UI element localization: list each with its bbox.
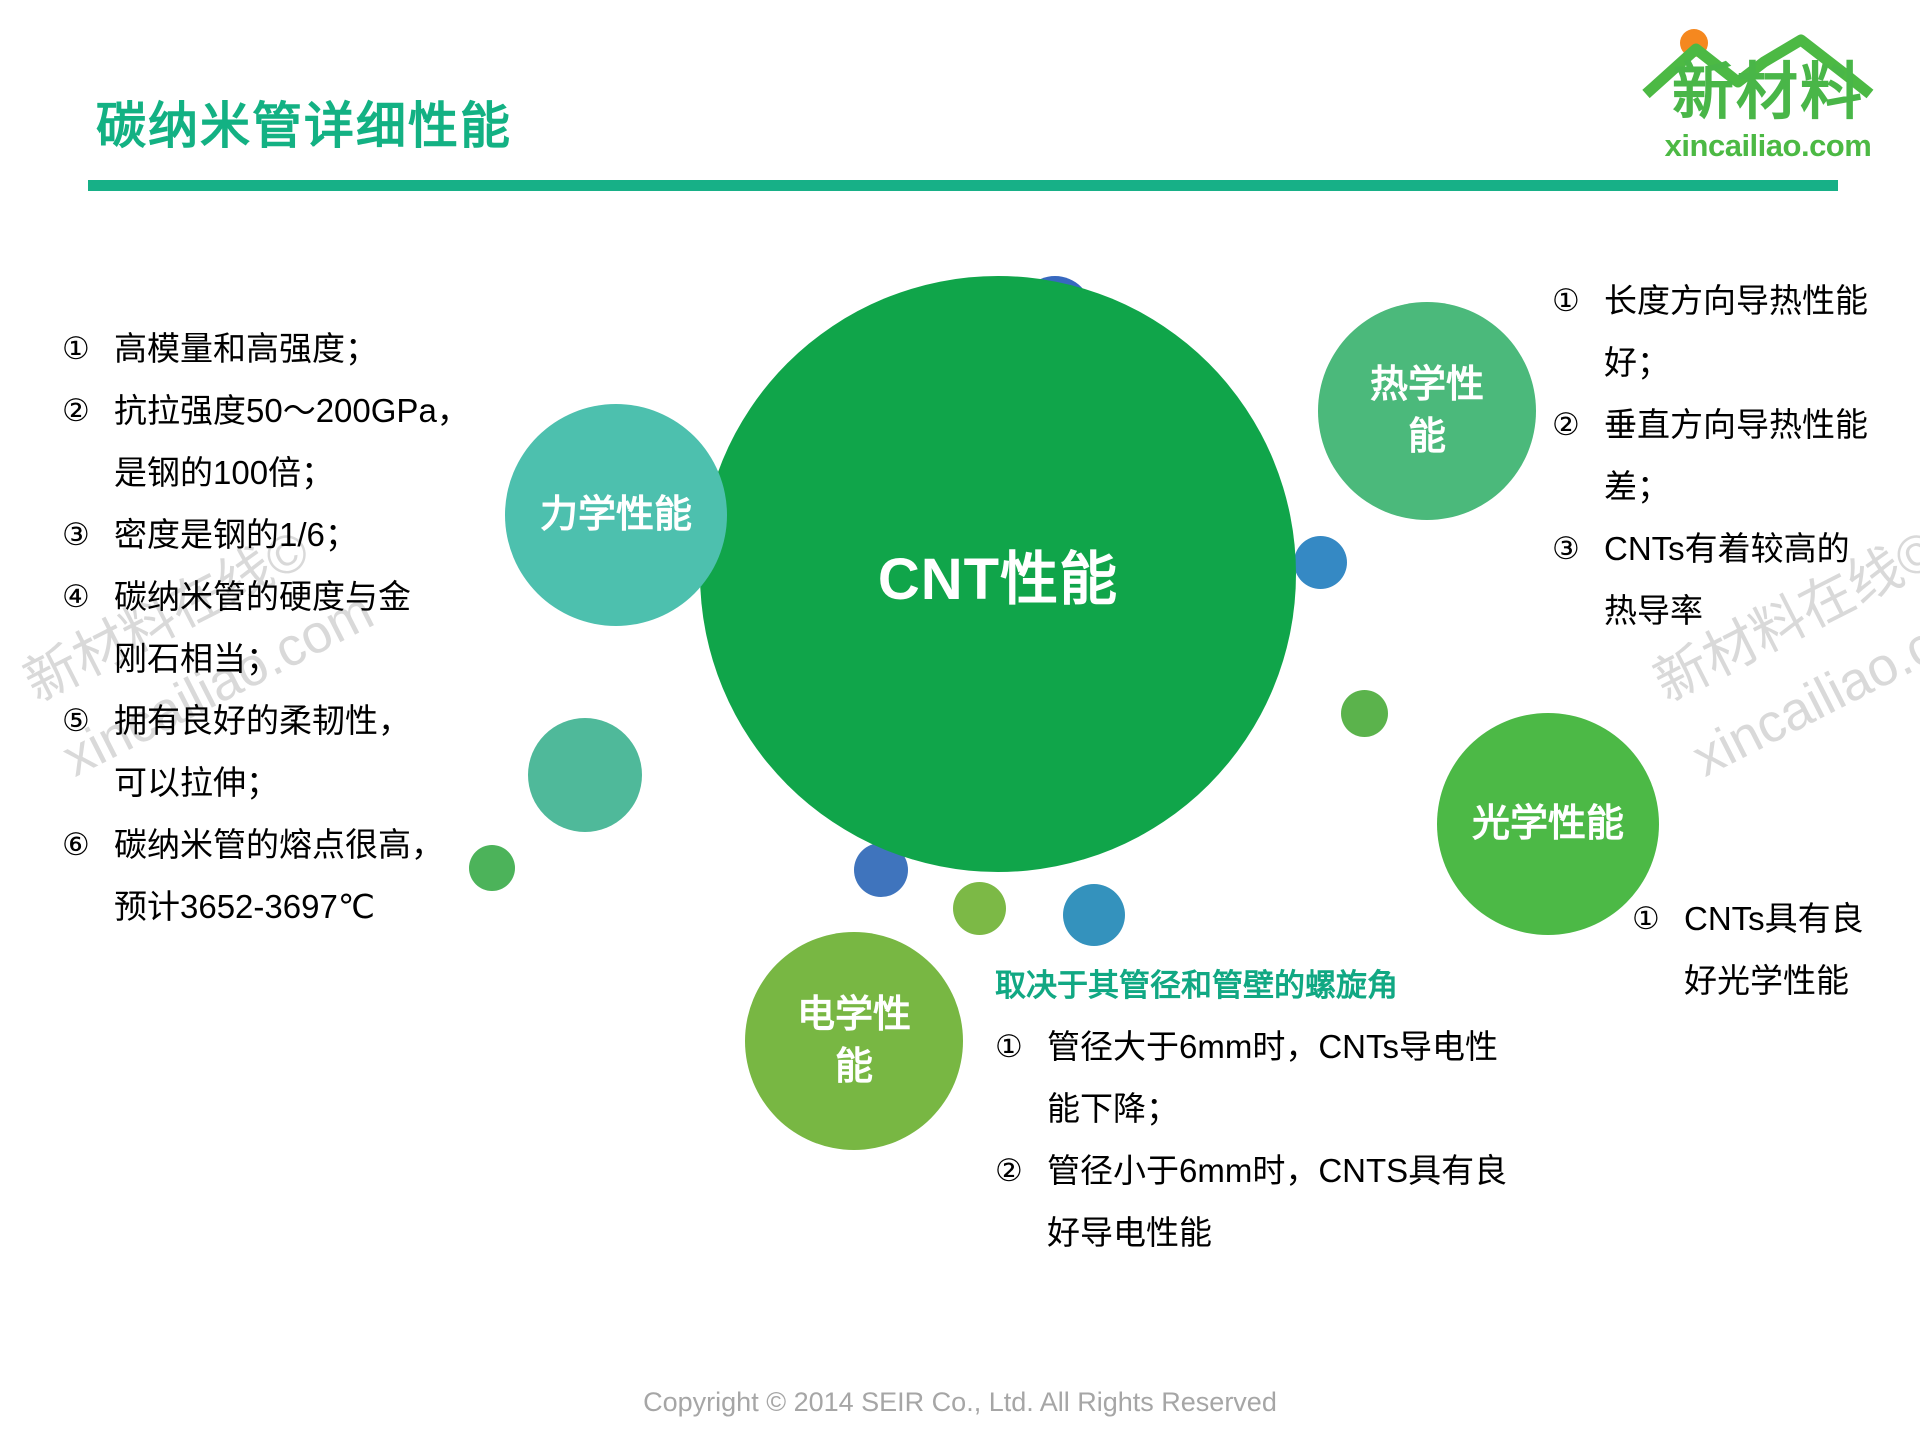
list-item-line: 抗拉强度50～200GPa，: [114, 392, 470, 429]
list-item-number: ④: [62, 579, 90, 614]
list-item-number: ②: [995, 1153, 1023, 1188]
list-item-line: 热导率: [1604, 592, 1703, 629]
list-item: ① 管径大于6mm时，CNTs导电性 能下降；: [995, 1016, 1615, 1140]
dot-blue-right: [1294, 536, 1347, 589]
list-item: ③ 密度是钢的1/6；: [62, 504, 512, 566]
list-item-line: 好导电性能: [1047, 1214, 1212, 1251]
electrical-properties-list: ① 管径大于6mm时，CNTs导电性 能下降； ② 管径小于6mm时，CNTS具有良 好导…: [995, 1016, 1615, 1264]
list-item-number: ②: [1552, 407, 1580, 442]
bubble-label: 电学性能: [796, 994, 911, 1088]
thermal-properties-list: ① 长度方向导热性能 好； ② 垂直方向导热性能 差； ③ CNTs有着较高的 热导率: [1552, 270, 1920, 642]
list-item-text: CNTs有着较高的 热导率: [1604, 518, 1920, 642]
list-item-line: 管径大于6mm时，CNTs导电性: [1047, 1028, 1498, 1065]
list-item: ④ 碳纳米管的硬度与金 刚石相当；: [62, 566, 512, 690]
list-item-line: 能下降；: [1047, 1090, 1179, 1127]
list-item-text: 碳纳米管的硬度与金 刚石相当；: [114, 566, 512, 690]
list-item-number: ①: [995, 1029, 1023, 1064]
list-item-line: 刚石相当；: [114, 640, 279, 677]
list-item-text: 碳纳米管的熔点很高， 预计3652-3697℃: [114, 814, 512, 938]
list-item-text: 长度方向导热性能 好；: [1604, 270, 1920, 394]
list-item-line: CNTs具有良: [1684, 900, 1864, 937]
list-item-line: 管径小于6mm时，CNTS具有良: [1047, 1152, 1508, 1189]
list-item-number: ①: [62, 331, 90, 366]
list-item: ① 高模量和高强度；: [62, 318, 512, 380]
dot-green-btm2: [953, 882, 1006, 935]
list-item-line: CNTs有着较高的: [1604, 530, 1850, 567]
mechanical-properties-list: ① 高模量和高强度； ② 抗拉强度50～200GPa， 是钢的100倍； ③ 密度是钢的1/…: [62, 318, 512, 938]
list-item-line: 长度方向导热性能: [1604, 282, 1868, 319]
list-item: ③ CNTs有着较高的 热导率: [1552, 518, 1920, 642]
list-item: ① 长度方向导热性能 好；: [1552, 270, 1920, 394]
bubble-thermal[interactable]: 热学性能: [1318, 302, 1536, 520]
bubble-label: CNT性能: [877, 547, 1119, 612]
list-item: ⑥ 碳纳米管的熔点很高， 预计3652-3697℃: [62, 814, 512, 938]
bubble-label: 热学性能: [1369, 364, 1484, 458]
dot-blue-btm2: [1063, 884, 1125, 946]
list-item-line: 密度是钢的1/6；: [114, 516, 358, 553]
bubble-mechanical[interactable]: 力学性能: [505, 404, 727, 626]
list-item-text: 高模量和高强度；: [114, 318, 512, 380]
footer-copyright: Copyright © 2014 SEIR Co., Ltd. All Righ…: [643, 1387, 1277, 1417]
list-item-number: ①: [1632, 901, 1660, 936]
logo-brand-cn: 新材料: [1671, 58, 1864, 127]
list-item-line: 碳纳米管的硬度与金: [114, 578, 411, 615]
list-item-number: ③: [62, 517, 90, 552]
site-logo[interactable]: 新材料 xincailiao.com: [1638, 16, 1898, 166]
list-item-line: 碳纳米管的熔点很高，: [114, 826, 444, 863]
list-item-line: 可以拉伸；: [114, 764, 279, 801]
list-item-text: 垂直方向导热性能 差；: [1604, 394, 1920, 518]
list-item-text: 管径大于6mm时，CNTs导电性 能下降；: [1047, 1016, 1615, 1140]
list-item-line: 高模量和高强度；: [114, 330, 378, 367]
electrical-heading: 取决于其管径和管壁的螺旋角: [995, 968, 1398, 1003]
page-title: 碳纳米管详细性能: [96, 98, 512, 154]
title-divider: [88, 180, 1838, 191]
list-item-text: 密度是钢的1/6；: [114, 504, 512, 566]
list-item: ② 抗拉强度50～200GPa， 是钢的100倍；: [62, 380, 512, 504]
bubble-electrical[interactable]: 电学性能: [745, 932, 963, 1150]
logo-domain: xincailiao.com: [1664, 128, 1872, 163]
list-item-line: 拥有良好的柔韧性，: [114, 702, 411, 739]
bubble-label: 光学性能: [1471, 803, 1624, 845]
list-item-number: ②: [62, 393, 90, 428]
list-item: ② 垂直方向导热性能 差；: [1552, 394, 1920, 518]
list-item-text: 抗拉强度50～200GPa， 是钢的100倍；: [114, 380, 512, 504]
list-item-number: ①: [1552, 283, 1580, 318]
list-item-number: ⑤: [62, 703, 90, 738]
list-item-line: 预计3652-3697℃: [114, 888, 375, 925]
list-item-text: CNTs具有良 好光学性能: [1684, 888, 1920, 1012]
list-item-line: 垂直方向导热性能: [1604, 406, 1868, 443]
list-item: ① CNTs具有良 好光学性能: [1632, 888, 1920, 1012]
list-item-line: 好光学性能: [1684, 962, 1849, 999]
list-item-text: 管径小于6mm时，CNTS具有良 好导电性能: [1047, 1140, 1615, 1264]
dot-green-midright: [1341, 690, 1388, 737]
optical-properties-list: ① CNTs具有良 好光学性能: [1632, 888, 1920, 1012]
list-item-line: 好；: [1604, 344, 1670, 381]
bubble-optical[interactable]: 光学性能: [1437, 713, 1659, 935]
list-item-text: 拥有良好的柔韧性， 可以拉伸；: [114, 690, 512, 814]
bubble-cnt-performance[interactable]: CNT性能: [700, 276, 1296, 872]
list-item-line: 是钢的100倍；: [114, 454, 335, 491]
logo-mountain-icon: [1642, 29, 1874, 99]
electrical-properties-section: 取决于其管径和管壁的螺旋角 ① 管径大于6mm时，CNTs导电性 能下降； ② 管径小于…: [995, 962, 1615, 1264]
list-item: ⑤ 拥有良好的柔韧性， 可以拉伸；: [62, 690, 512, 814]
dot-green-midleft: [528, 718, 642, 832]
dot-green-small-l: [469, 845, 515, 891]
list-item-number: ③: [1552, 531, 1580, 566]
bubble-label: 力学性能: [539, 494, 692, 536]
list-item-line: 差；: [1604, 468, 1670, 505]
list-item-number: ⑥: [62, 827, 90, 862]
list-item: ② 管径小于6mm时，CNTS具有良 好导电性能: [995, 1140, 1615, 1264]
